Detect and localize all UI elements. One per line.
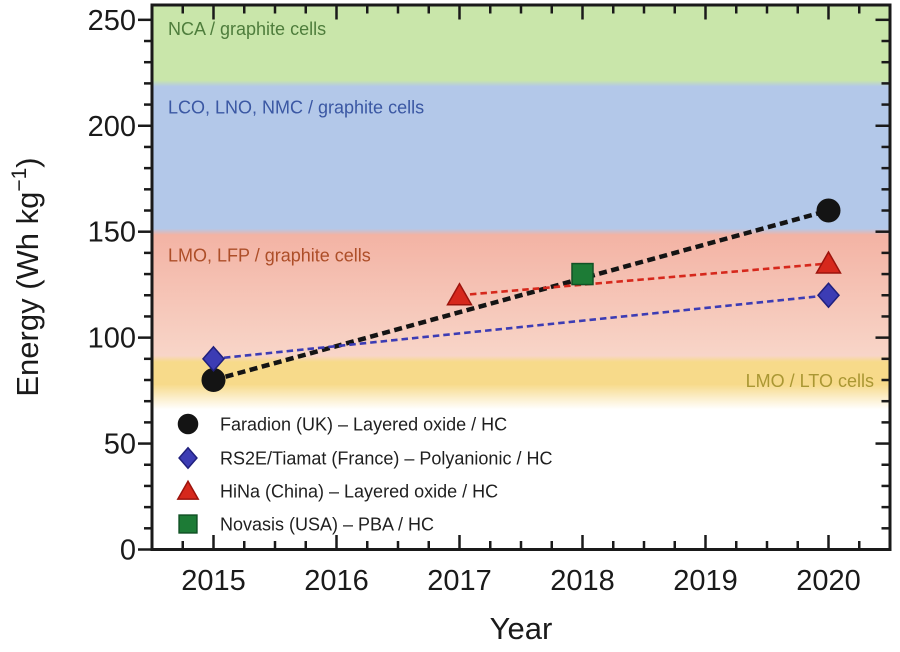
x-tick-label: 2019 [673, 565, 738, 597]
band-labels: NCA / graphite cells LCO, LNO, NMC / grap… [168, 19, 874, 391]
legend-item-0: Faradion (UK) – Layered oxide / HC [177, 413, 507, 435]
legend-marker-diamond [178, 446, 198, 470]
series-line-0 [212, 208, 830, 383]
legend-item-2: HiNa (China) – Layered oxide / HC [176, 479, 498, 502]
legend-item-3: Novasis (USA) – PBA / HC [178, 514, 434, 535]
x-tick-label: 2016 [304, 565, 369, 597]
y-tick-label: 100 [88, 323, 136, 355]
series-point-2 [815, 250, 842, 274]
series-point-0 [816, 198, 841, 223]
band-label-2: LMO, LFP / graphite cells [168, 246, 371, 266]
legend-marker-circle [177, 413, 199, 435]
y-tick-label: 150 [88, 217, 136, 249]
y-axis-title: Energy (Wh kg−1) [8, 157, 45, 396]
bands-rect [152, 5, 890, 550]
band-label-3: LMO / LTO cells [746, 371, 874, 391]
series-line-1 [213, 293, 829, 361]
x-axis-title: Year [490, 611, 553, 646]
legend-item-1: RS2E/Tiamat (France) – Polyanionic / HC [178, 446, 552, 470]
legend-label: HiNa (China) – Layered oxide / HC [220, 482, 498, 502]
series-point-2 [446, 282, 473, 306]
series-line-2 [459, 262, 829, 297]
x-tick-label: 2017 [427, 565, 492, 597]
x-tick-label: 2020 [796, 565, 861, 597]
series-point-1 [817, 282, 840, 309]
background-bands [152, 5, 890, 550]
tick-labels: 0 50 100 150 200 250 2015 2016 2017 2018 2019 2020 [88, 5, 861, 597]
x-tick-label: 2015 [181, 565, 246, 597]
plot-frame [150, 3, 892, 551]
y-tick-label: 50 [104, 429, 136, 461]
legend-label: Novasis (USA) – PBA / HC [220, 515, 434, 535]
frame-rect [150, 3, 892, 551]
legend-marker-square [178, 514, 198, 534]
legend-marker-triangle [176, 479, 200, 500]
x-tick-label: 2018 [550, 565, 615, 597]
band-label-1: LCO, LNO, NMC / graphite cells [168, 97, 424, 117]
data-series [201, 198, 842, 393]
band-label-0: NCA / graphite cells [168, 19, 326, 39]
legend-label: RS2E/Tiamat (France) – Polyanionic / HC [220, 449, 552, 469]
y-tick-label: 0 [120, 535, 136, 567]
series-point-3 [571, 262, 594, 286]
legend-label: Faradion (UK) – Layered oxide / HC [220, 415, 507, 435]
y-tick-label: 250 [88, 5, 136, 37]
y-tick-label: 200 [88, 111, 136, 143]
legend: Faradion (UK) – Layered oxide / HC RS2E/T… [176, 413, 552, 535]
series-point-1 [202, 345, 225, 372]
